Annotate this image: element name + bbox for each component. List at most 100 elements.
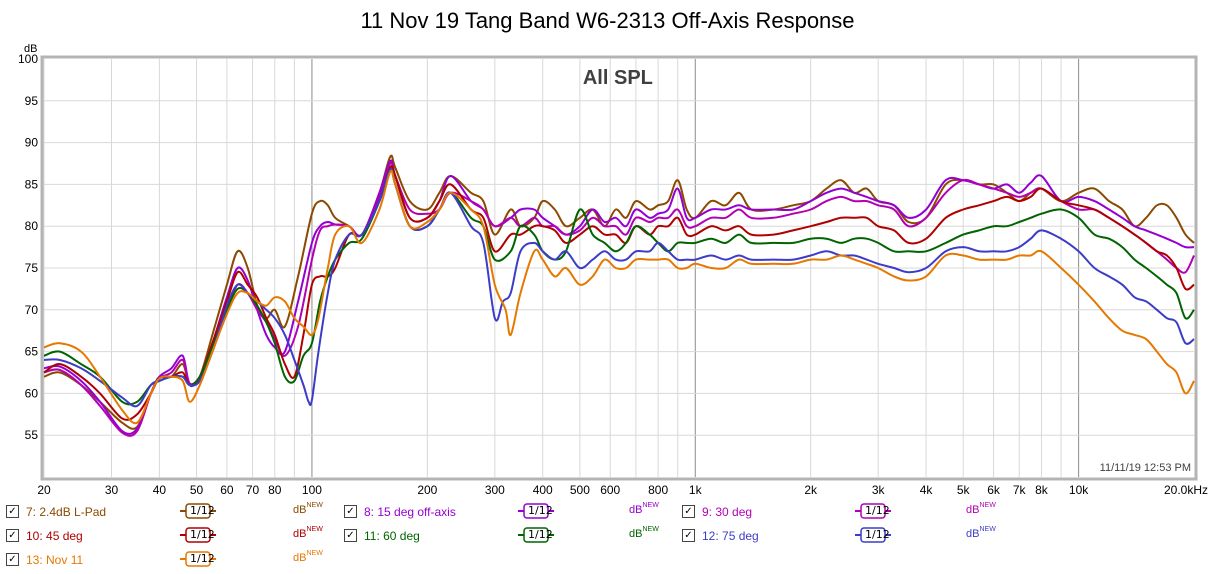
legend-item: ✓ 10: 45 deg 1/12 dBNEW xyxy=(0,526,1215,547)
db-text: dB xyxy=(966,504,980,516)
legend-checkbox[interactable]: ✓ xyxy=(682,529,695,542)
y-axis-label: dB xyxy=(24,43,37,55)
series-line-10 xyxy=(43,165,1195,421)
smoothing-label: 1/12 xyxy=(865,504,890,517)
x-tick-label: 300 xyxy=(485,483,505,497)
y-tick-label: 100 xyxy=(18,52,38,66)
timestamp: 11/11/19 12:53 PM xyxy=(1100,462,1191,474)
series-line-8 xyxy=(43,159,1195,435)
x-tick-label: 200 xyxy=(417,483,437,497)
smoothing-selector[interactable]: 1/12 xyxy=(855,527,891,543)
smoothing-label: 1/12 xyxy=(190,528,215,541)
y-tick-label: 80 xyxy=(25,219,39,233)
db-offset-label[interactable]: dBNEW xyxy=(966,526,996,540)
legend-item: ✓ 13: Nov 11 1/12 dBNEW xyxy=(0,550,1215,571)
db-offset-label[interactable]: dBNEW xyxy=(629,526,659,540)
smoothing-label: 1/12 xyxy=(190,504,215,517)
legend-label: 12: 75 deg xyxy=(702,529,759,543)
db-offset-label[interactable]: dBNEW xyxy=(293,526,323,540)
smoothing-label: 1/12 xyxy=(865,528,890,541)
legend-checkbox[interactable]: ✓ xyxy=(6,553,19,566)
x-tick-label: 40 xyxy=(153,483,167,497)
db-new-badge: NEW xyxy=(979,502,996,509)
legend-checkbox[interactable]: ✓ xyxy=(6,505,19,518)
db-text: dB xyxy=(629,504,643,516)
y-tick-label: 60 xyxy=(25,386,39,400)
smoothing-selector[interactable]: 1/12 xyxy=(518,503,554,519)
x-tick-label: 7k xyxy=(1013,483,1027,497)
legend-item: ✓ 8: 15 deg off-axis 1/12 dBNEW xyxy=(0,502,1215,523)
db-new-badge: NEW xyxy=(306,550,323,557)
smoothing-label: 1/12 xyxy=(528,504,553,517)
smoothing-line-swatch xyxy=(180,503,216,519)
legend-label: 7: 2.4dB L-Pad xyxy=(26,505,107,519)
legend-item: ✓ 9: 30 deg 1/12 dBNEW xyxy=(0,502,1215,523)
smoothing-selector[interactable]: 1/12 xyxy=(180,503,216,519)
smoothing-line-swatch xyxy=(855,503,891,519)
x-tick-label: 600 xyxy=(600,483,620,497)
db-new-badge: NEW xyxy=(306,526,323,533)
legend-label: 10: 45 deg xyxy=(26,529,83,543)
legend-checkbox[interactable]: ✓ xyxy=(344,505,357,518)
x-tick-label: 30 xyxy=(105,483,119,497)
plot-frame xyxy=(40,55,1198,481)
x-tick-label: 5k xyxy=(957,483,971,497)
legend-label: 9: 30 deg xyxy=(702,505,753,519)
legend-label: 8: 15 deg off-axis xyxy=(364,505,456,519)
db-text: dB xyxy=(293,528,307,540)
smoothing-selector[interactable]: 1/12 xyxy=(518,527,554,543)
x-tick-label: 2k xyxy=(804,483,818,497)
x-tick-label: 3k xyxy=(872,483,886,497)
smoothing-line-swatch xyxy=(180,551,216,567)
x-tick-label: 50 xyxy=(190,483,204,497)
x-tick-label: 800 xyxy=(648,483,668,497)
smoothing-line-swatch xyxy=(518,527,554,543)
y-tick-label: 70 xyxy=(25,303,39,317)
legend-checkbox[interactable]: ✓ xyxy=(6,529,19,542)
db-offset-label[interactable]: dBNEW xyxy=(293,550,323,564)
db-offset-label[interactable]: dBNEW xyxy=(629,502,659,516)
legend-label: 11: 60 deg xyxy=(364,529,420,543)
series-line-13 xyxy=(43,169,1195,425)
y-tick-label: 75 xyxy=(25,261,39,275)
db-new-badge: NEW xyxy=(642,502,659,509)
smoothing-label: 1/12 xyxy=(190,552,215,565)
x-tick-label: 100 xyxy=(302,483,322,497)
chart-title: 11 Nov 19 Tang Band W6-2313 Off-Axis Res… xyxy=(360,8,855,33)
x-tick-label: 6k xyxy=(987,483,1001,497)
x-tick-label: 10k xyxy=(1069,483,1089,497)
x-tick-label: 60 xyxy=(220,483,234,497)
x-tick-label: 1k xyxy=(689,483,703,497)
legend-checkbox[interactable]: ✓ xyxy=(344,529,357,542)
x-tick-label: 20.0kHz xyxy=(1164,483,1208,497)
x-tick-label: 20 xyxy=(37,483,51,497)
smoothing-selector[interactable]: 1/12 xyxy=(855,503,891,519)
db-new-badge: NEW xyxy=(979,526,996,533)
x-tick-label: 400 xyxy=(533,483,553,497)
legend-item: ✓ 12: 75 deg 1/12 dBNEW xyxy=(0,526,1215,547)
db-text: dB xyxy=(966,528,980,540)
y-tick-label: 90 xyxy=(25,136,39,150)
db-new-badge: NEW xyxy=(306,502,323,509)
db-offset-label[interactable]: dBNEW xyxy=(293,502,323,516)
x-tick-label: 500 xyxy=(570,483,590,497)
smoothing-line-swatch xyxy=(855,527,891,543)
x-tick-label: 70 xyxy=(246,483,260,497)
smoothing-line-swatch xyxy=(518,503,554,519)
db-offset-label[interactable]: dBNEW xyxy=(966,502,996,516)
smoothing-line-swatch xyxy=(180,527,216,543)
smoothing-selector[interactable]: 1/12 xyxy=(180,527,216,543)
y-tick-label: 85 xyxy=(25,177,39,191)
smoothing-selector[interactable]: 1/12 xyxy=(180,551,216,567)
db-new-badge: NEW xyxy=(642,526,659,533)
x-tick-label: 8k xyxy=(1035,483,1049,497)
legend-label: 13: Nov 11 xyxy=(26,553,84,567)
plot-subtitle: All SPL xyxy=(583,67,653,89)
legend-item: ✓ 7: 2.4dB L-Pad 1/12 dBNEW xyxy=(0,502,1215,523)
x-tick-label: 4k xyxy=(920,483,934,497)
legend-checkbox[interactable]: ✓ xyxy=(682,505,695,518)
y-tick-label: 55 xyxy=(25,428,39,442)
y-tick-label: 95 xyxy=(25,94,39,108)
db-text: dB xyxy=(293,552,307,564)
